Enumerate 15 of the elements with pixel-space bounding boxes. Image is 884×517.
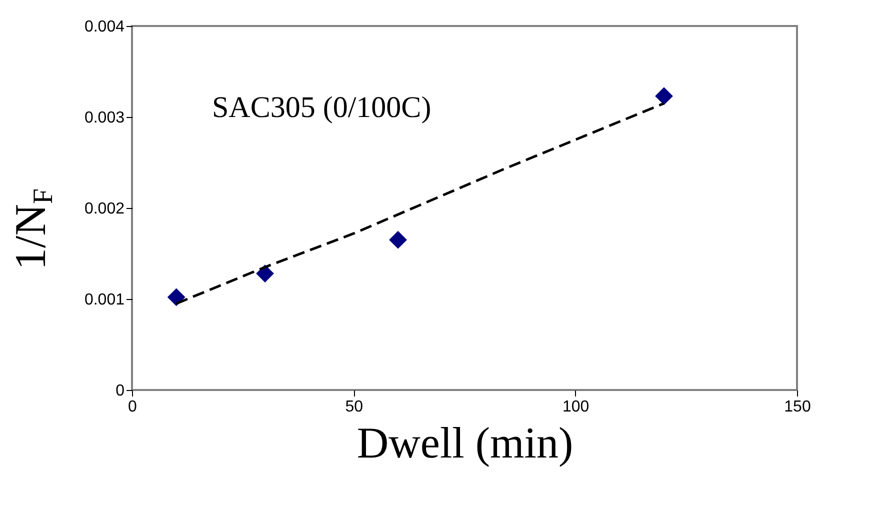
point xyxy=(655,87,673,106)
y-tick-label: 0.002 xyxy=(84,200,125,218)
x-tick-label: 100 xyxy=(562,398,590,416)
x-tick-label: 50 xyxy=(345,398,364,416)
y-tick-label: 0.001 xyxy=(84,292,125,308)
x-axis-title: Dwell (min) xyxy=(356,418,574,468)
x-tick-label: 150 xyxy=(784,398,811,416)
y-tick-label: 0 xyxy=(116,382,125,400)
y-tick-label: 0.004 xyxy=(84,18,125,36)
point xyxy=(167,288,186,306)
x-tick-label: 0 xyxy=(128,398,138,416)
y-axis-title: 1/NF xyxy=(6,188,59,270)
annotation: SAC305 (0/100C) xyxy=(212,91,432,124)
y-tick-label: 0.003 xyxy=(84,110,125,126)
point xyxy=(389,230,407,249)
